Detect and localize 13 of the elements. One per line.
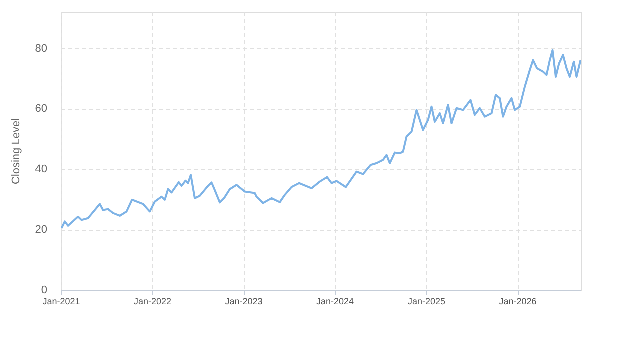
x-tick-label: Jan-2026 <box>499 296 537 306</box>
x-tick-label: Jan-2025 <box>408 296 446 306</box>
x-tick-label: Jan-2024 <box>316 296 354 306</box>
x-tick-label: Jan-2021 <box>42 296 80 306</box>
line-series <box>61 49 581 230</box>
y-tick-label: 80 <box>35 42 48 55</box>
y-tick-label: 20 <box>35 224 48 236</box>
y-axis-title: Closing Level <box>10 118 22 185</box>
y-tick-label: 60 <box>35 103 48 116</box>
y-tick-label: 40 <box>35 164 48 176</box>
y-tick-label: 0 <box>41 284 48 296</box>
x-tick-label: Jan-2023 <box>225 296 263 306</box>
x-tick-label: Jan-2022 <box>134 296 172 306</box>
